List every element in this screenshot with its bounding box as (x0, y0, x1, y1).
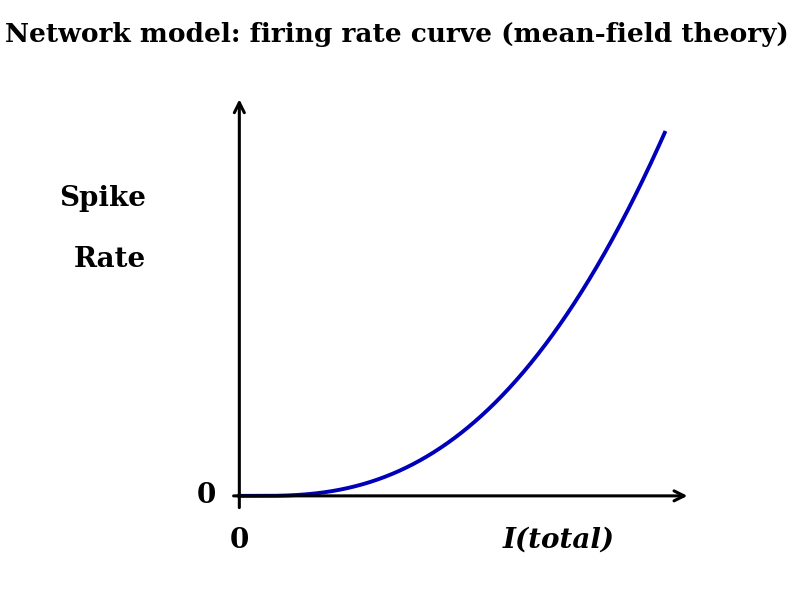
Text: Network model: firing rate curve (mean-field theory): Network model: firing rate curve (mean-f… (5, 21, 789, 47)
Text: Rate: Rate (74, 246, 146, 273)
Text: I(total): I(total) (503, 527, 615, 554)
Text: 0: 0 (197, 483, 216, 509)
Text: 0: 0 (229, 527, 249, 554)
Text: Spike: Spike (59, 184, 146, 212)
